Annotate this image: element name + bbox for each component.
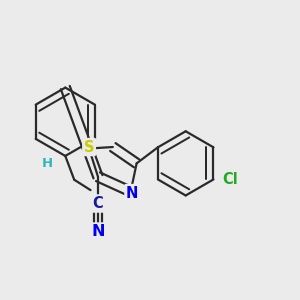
Text: H: H: [42, 157, 53, 170]
Text: N: N: [91, 224, 105, 239]
Text: N: N: [126, 186, 138, 201]
Text: Cl: Cl: [222, 172, 238, 187]
Text: S: S: [84, 140, 94, 154]
Text: C: C: [93, 196, 104, 211]
